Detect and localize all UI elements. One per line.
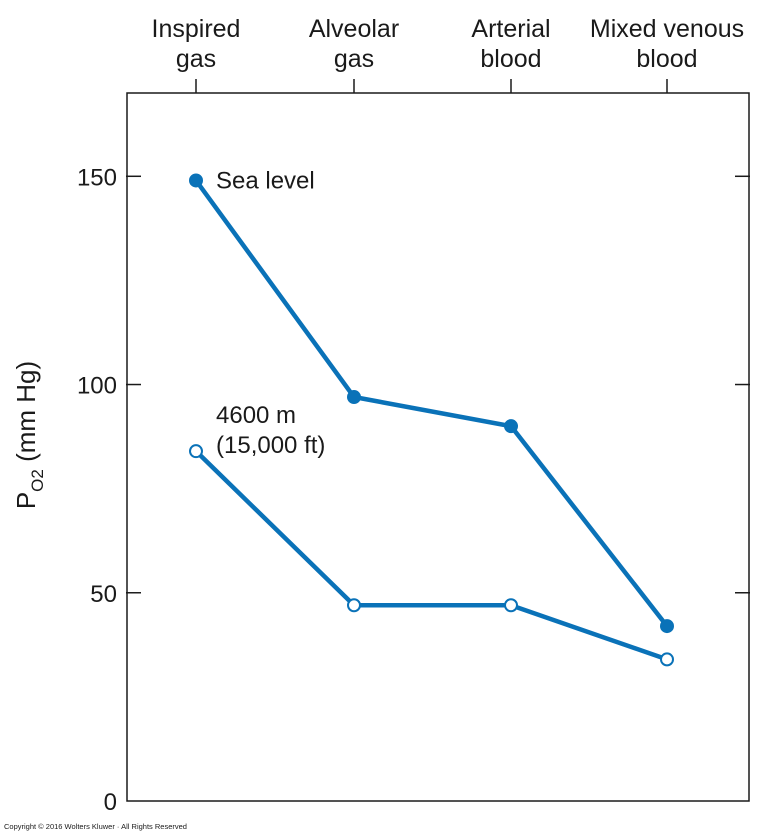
data-point-s0-1 (347, 390, 361, 405)
data-points (189, 173, 674, 667)
y-axis-label-main: P (11, 492, 41, 509)
y-tick-label-100: 100 (77, 373, 117, 400)
x-category-label-0: Inspired gas (152, 15, 241, 73)
series-line-1 (193, 448, 670, 662)
x-category-label-3: Mixed venous blood (590, 15, 744, 73)
series-label-1: 4600 m (15,000 ft) (216, 402, 325, 459)
x-category-label-line: gas (176, 45, 216, 73)
data-point-s0-0 (189, 173, 203, 188)
y-axis-label: PO2 (mm Hg) (11, 361, 47, 509)
x-category-label-line: blood (636, 45, 697, 73)
series-line-0 (193, 178, 670, 629)
y-tick-label-0: 0 (104, 789, 117, 816)
data-point-s1-3 (660, 652, 674, 667)
data-point-s1-1 (347, 598, 361, 613)
copyright-notice: Copyright © 2016 Wolters Kluwer · All Ri… (4, 822, 187, 831)
x-category-label-line: gas (334, 45, 374, 73)
x-category-label-2: Arterial blood (471, 15, 550, 73)
series-lines (193, 178, 670, 662)
series-labels: Sea level 4600 m (15,000 ft) (216, 167, 325, 459)
x-category-label-line: Inspired (152, 15, 241, 43)
y-tick-label-150: 150 (77, 164, 117, 191)
data-point-s1-2 (504, 598, 518, 613)
x-category-label-line: Mixed venous (590, 15, 744, 43)
y-ticks: 0 50 100 150 (77, 164, 750, 816)
plot-frame (126, 92, 750, 802)
data-point-s0-2 (504, 419, 518, 434)
data-point-s1-0 (189, 444, 203, 459)
series-label-line: Sea level (216, 167, 315, 194)
series-label-0: Sea level (216, 167, 315, 194)
x-category-label-line: Alveolar (309, 15, 399, 43)
y-axis-label-subscript: O2 (28, 469, 47, 492)
series-label-line: (15,000 ft) (216, 432, 325, 459)
x-category-label-line: blood (480, 45, 541, 73)
x-category-label-1: Alveolar gas (309, 15, 399, 73)
y-axis-label-unit: (mm Hg) (11, 361, 41, 469)
y-tick-label-50: 50 (90, 581, 117, 608)
series-label-line: 4600 m (216, 402, 296, 429)
data-point-s0-3 (660, 619, 674, 634)
x-category-label-line: Arterial (471, 15, 550, 43)
